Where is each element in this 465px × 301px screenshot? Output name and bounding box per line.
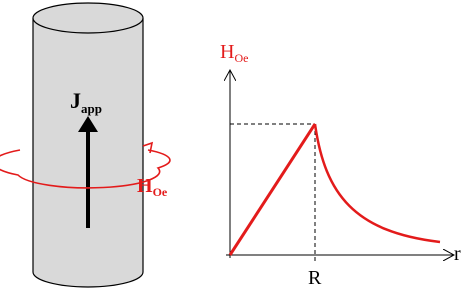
tick-label: R (308, 267, 322, 289)
field-inside (230, 124, 315, 255)
field-loop-arrowhead (143, 143, 152, 153)
label-main: H (220, 41, 234, 63)
y-axis-label: HOe (220, 41, 248, 65)
label-main: H (137, 175, 153, 197)
label-sub: Oe (153, 185, 168, 199)
page: Japp HOe HOe r R (() => { const data = J… (0, 0, 465, 301)
field-outside (315, 124, 440, 242)
field-label: HOe (137, 175, 168, 199)
label-sub: app (81, 101, 102, 116)
x-axis-label: r (454, 243, 461, 265)
label-sub: Oe (234, 51, 248, 65)
diagram: Japp HOe HOe r R (0, 0, 465, 301)
cylinder-top (33, 3, 143, 33)
label-main: J (70, 88, 81, 113)
